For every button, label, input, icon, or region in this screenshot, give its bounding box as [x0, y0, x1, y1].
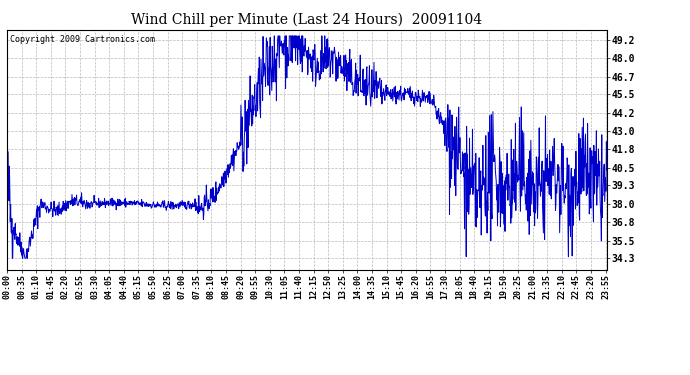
Text: Copyright 2009 Cartronics.com: Copyright 2009 Cartronics.com [10, 35, 155, 44]
Title: Wind Chill per Minute (Last 24 Hours)  20091104: Wind Chill per Minute (Last 24 Hours) 20… [132, 13, 482, 27]
